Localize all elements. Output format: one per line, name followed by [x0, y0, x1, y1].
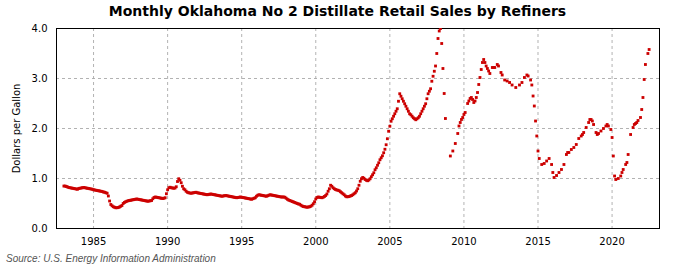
svg-text:2020: 2020 — [599, 236, 624, 247]
svg-text:0.0: 0.0 — [32, 223, 48, 234]
svg-text:1.0: 1.0 — [32, 173, 48, 184]
svg-text:2005: 2005 — [377, 236, 402, 247]
html-text:Source: U.S. Energy Informatio: Source: U.S. Energy Information Administ… — [6, 253, 216, 264]
svg-text:3.0: 3.0 — [32, 73, 48, 84]
svg-text:4.0: 4.0 — [32, 23, 48, 34]
svg-text:Dollars per Gallon: Dollars per Gallon — [11, 84, 22, 174]
svg-text:2000: 2000 — [303, 236, 328, 247]
svg-text:2010: 2010 — [451, 236, 476, 247]
svg-text:1990: 1990 — [155, 236, 180, 247]
svg-text:2.0: 2.0 — [32, 123, 48, 134]
svg-text:1995: 1995 — [229, 236, 254, 247]
html-text:Monthly Oklahoma No 2 Distilla: Monthly Oklahoma No 2 Distillate Retail … — [108, 3, 567, 19]
svg-text:2015: 2015 — [525, 236, 550, 247]
svg-text:1985: 1985 — [81, 236, 106, 247]
